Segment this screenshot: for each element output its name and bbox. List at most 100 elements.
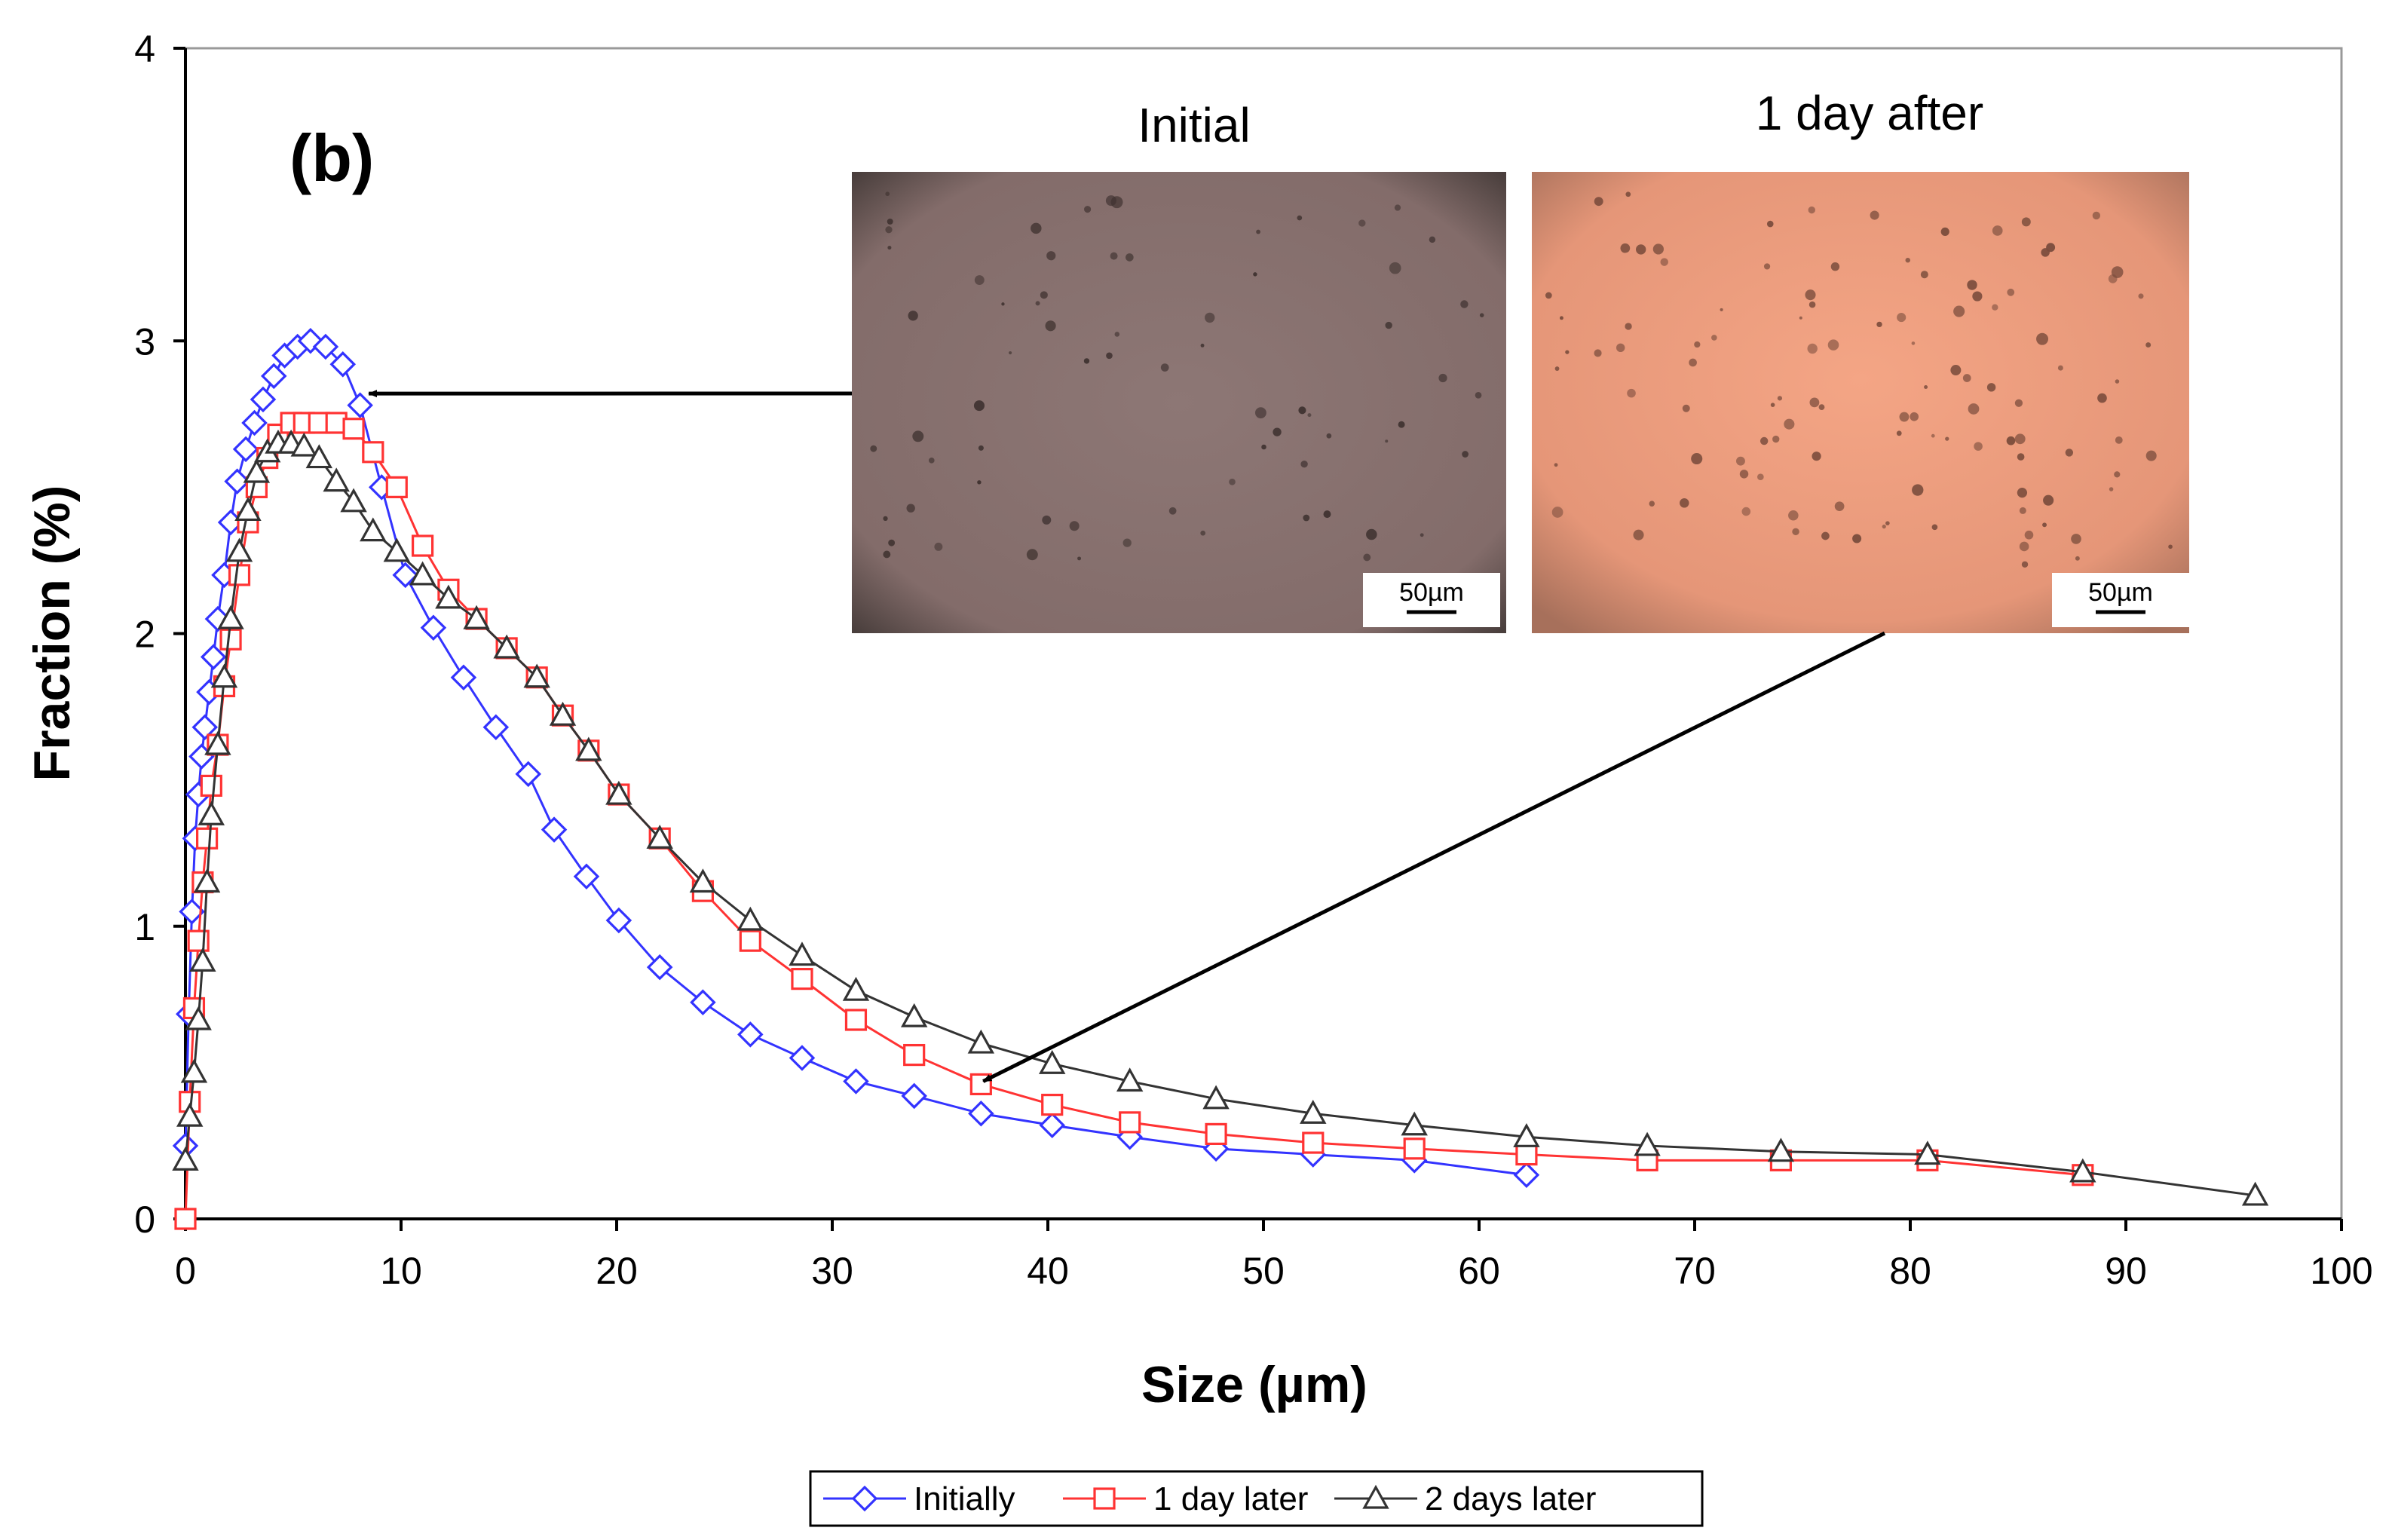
particle [2109, 487, 2114, 491]
data-point-1-day-later [791, 968, 813, 990]
data-point-2-days-later [204, 730, 231, 755]
particle [887, 218, 893, 225]
data-point-initially [232, 436, 259, 463]
particle [1554, 463, 1558, 467]
data-point-2-days-later [290, 432, 318, 457]
data-point-initially [605, 907, 632, 934]
data-point-initially [646, 954, 673, 981]
particle [885, 226, 893, 234]
data-point-initially [573, 863, 600, 890]
data-point-2-days-later [383, 537, 410, 562]
data-point-1-day-later [1205, 1122, 1227, 1146]
y-tick-label: 4 [134, 28, 155, 70]
data-point-2-days-later [1202, 1085, 1230, 1110]
particle [1920, 271, 1928, 279]
particle [1772, 435, 1780, 443]
data-point-2-days-later [234, 497, 262, 522]
particle [1818, 404, 1825, 411]
particle [1559, 316, 1563, 320]
particle [978, 445, 984, 451]
legend-items: Initially 1 day later 2 days later [823, 1480, 1596, 1517]
particle [1105, 195, 1116, 207]
data-point-2-days-later [575, 736, 602, 761]
data-point-2-days-later [198, 801, 225, 825]
data-point-1-day-later [1119, 1111, 1141, 1134]
particle [1759, 436, 1769, 445]
particle [1205, 312, 1215, 323]
legend-item-initially: Initially [823, 1480, 1015, 1517]
data-point-initially [191, 714, 219, 741]
data-point-2-days-later [1039, 1049, 1066, 1074]
data-point-initially [329, 351, 357, 378]
particle [2168, 544, 2173, 550]
particle [1739, 470, 1749, 479]
particle [1788, 510, 1799, 521]
particle [1008, 351, 1012, 355]
particle [912, 430, 924, 442]
particle [1834, 501, 1845, 512]
particle [2021, 217, 2031, 227]
particle [1616, 343, 1625, 353]
data-point-2-days-later [193, 868, 221, 893]
particle [908, 311, 918, 321]
data-point-2-days-later [176, 1102, 204, 1127]
data-point-1-day-later [200, 774, 222, 797]
particle [1852, 534, 1862, 543]
data-point-1-day-later [228, 564, 251, 586]
y-axis-title: Fraction (%) [23, 485, 81, 782]
particle [1253, 272, 1257, 277]
data-point-2-days-later [549, 701, 577, 726]
particle [1545, 292, 1552, 299]
particle [1168, 507, 1177, 515]
particle [1035, 301, 1040, 306]
particle [1256, 229, 1260, 234]
particle [1031, 222, 1042, 234]
particle [1940, 227, 1949, 236]
particle [1394, 204, 1401, 211]
particle [1475, 391, 1482, 399]
particle [1042, 515, 1052, 525]
particle [1106, 352, 1113, 360]
particle [1385, 321, 1392, 329]
particle [1200, 530, 1206, 536]
particle [1429, 236, 1436, 243]
particle [1905, 257, 1910, 263]
x-ticks: 0 10 20 30 40 50 60 70 80 90 100 [175, 1219, 2373, 1292]
data-point-1-day-later [342, 418, 365, 440]
particle [1992, 304, 1998, 311]
x-axis-title: Size (µm) [1141, 1356, 1367, 1413]
particle [977, 480, 982, 485]
legend-marker-1-day-later [1093, 1487, 1116, 1510]
particle [2043, 494, 2054, 506]
particle [2024, 530, 2034, 540]
data-point-2-days-later [210, 663, 238, 688]
particle [1809, 301, 1816, 308]
particle [1625, 191, 1631, 197]
particle [1594, 197, 1603, 207]
particle [2036, 332, 2049, 345]
particle [1899, 412, 1910, 422]
particle [1627, 388, 1636, 398]
series-2-days-later [172, 429, 2269, 1206]
particle [1812, 452, 1821, 461]
particle [1620, 243, 1631, 253]
inset-day1-particles [1545, 191, 2173, 568]
data-point-2-days-later [435, 584, 462, 609]
particle [2019, 507, 2026, 514]
data-point-1-day-later [903, 1043, 926, 1067]
particle [1633, 529, 1644, 540]
legend-box [809, 1470, 1704, 1527]
inset-day1-image [1532, 172, 2189, 633]
particle [1385, 439, 1389, 443]
particle [1974, 442, 1983, 451]
particle [2115, 436, 2123, 444]
particle [1931, 524, 1938, 531]
x-tick-label: 40 [1027, 1250, 1069, 1292]
data-point-initially [450, 664, 477, 691]
particle [974, 275, 985, 285]
data-point-1-day-later [385, 476, 408, 498]
data-point-2-days-later [789, 941, 816, 966]
y-ticks: 0 1 2 3 4 [134, 28, 185, 1241]
data-point-2-days-later [360, 517, 387, 542]
